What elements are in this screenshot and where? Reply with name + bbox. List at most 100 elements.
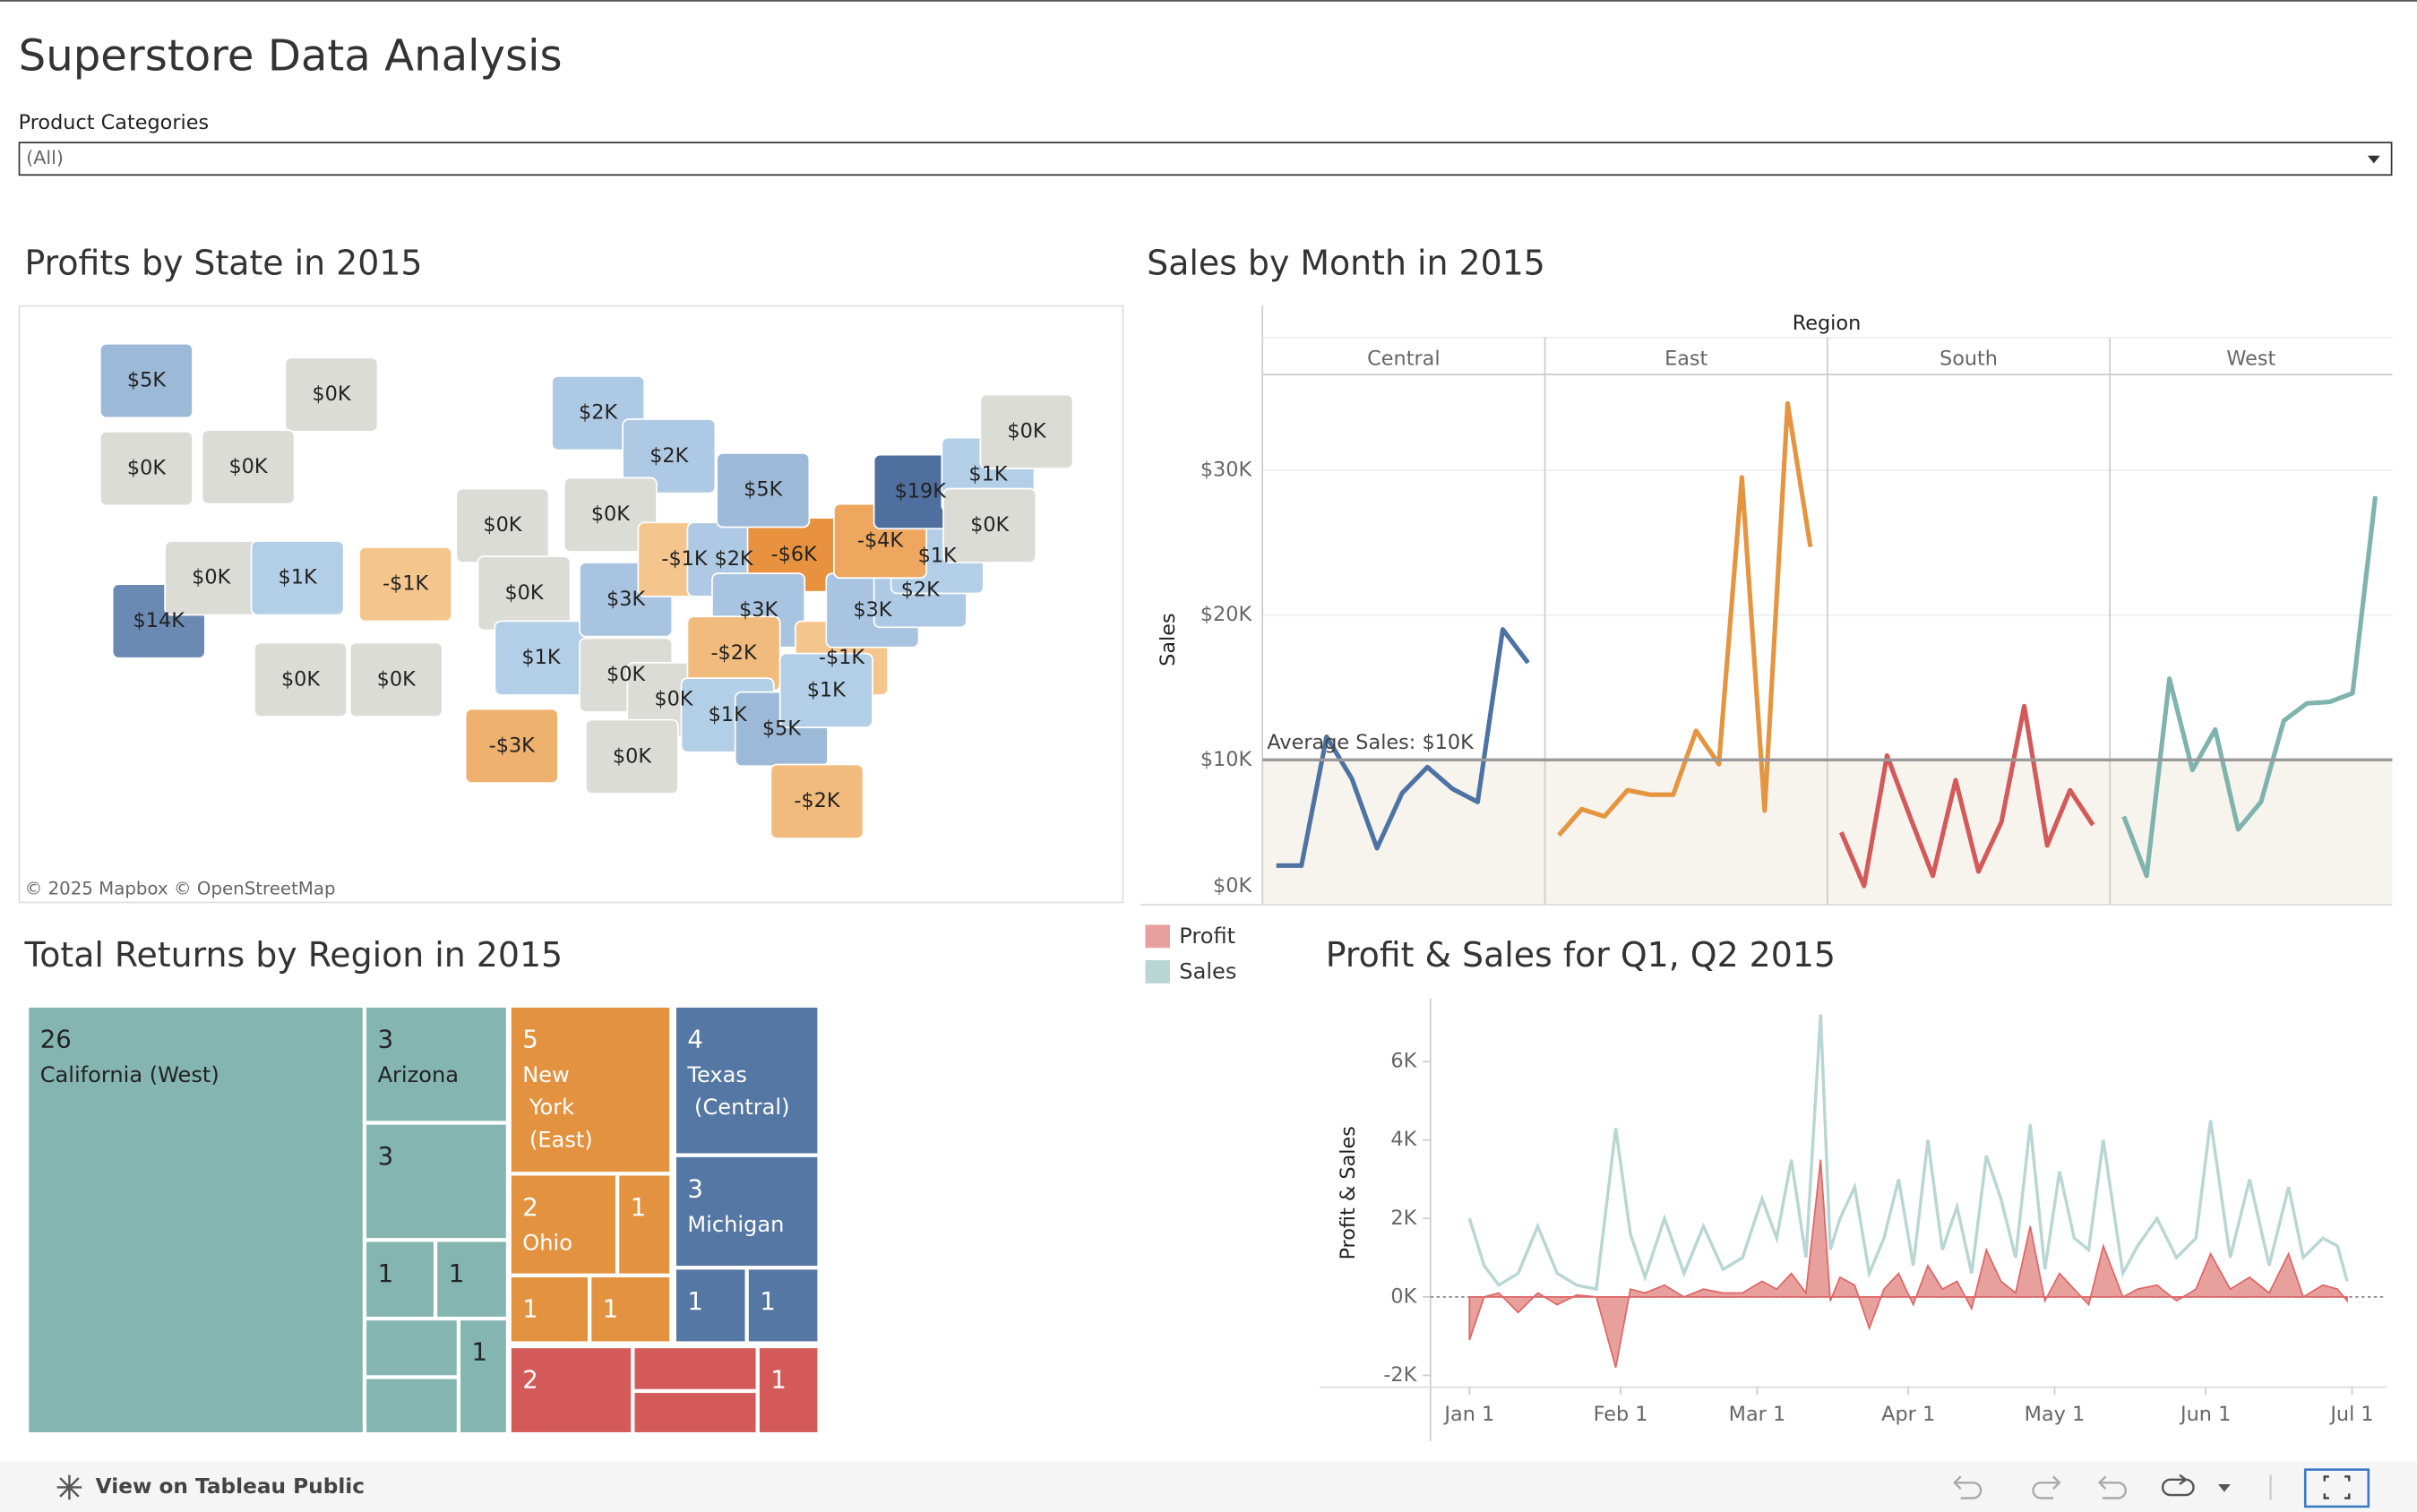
tile bbox=[509, 1173, 618, 1276]
x-tick-label: May 1 bbox=[2025, 1403, 2086, 1426]
state-label: $0K bbox=[591, 503, 631, 526]
undo-button[interactable] bbox=[1953, 1475, 1983, 1499]
x-tick-label: Jul 1 bbox=[2328, 1403, 2373, 1426]
panel-label: Central bbox=[1367, 347, 1440, 370]
state bbox=[979, 393, 1074, 469]
state-label: $0K bbox=[483, 513, 522, 537]
state-label: $0K bbox=[127, 457, 167, 480]
tableau-link[interactable]: View on Tableau Public bbox=[96, 1474, 365, 1499]
tile-value: 3 bbox=[378, 1025, 394, 1053]
state-label: $2K bbox=[901, 579, 941, 602]
state-label: $19K bbox=[895, 479, 948, 503]
sales-line bbox=[2121, 495, 2378, 879]
state-label: $1K bbox=[709, 703, 748, 726]
tile bbox=[434, 1239, 509, 1319]
state-label: $1K bbox=[968, 462, 1008, 485]
dropdown-arrow[interactable] bbox=[2367, 155, 2380, 164]
refresh-button[interactable] bbox=[2161, 1473, 2195, 1497]
tile-value: 1 bbox=[687, 1287, 703, 1316]
tile bbox=[364, 1376, 460, 1435]
state bbox=[551, 374, 646, 451]
fullscreen-button[interactable] bbox=[2303, 1468, 2370, 1508]
state-label: $14K bbox=[133, 609, 186, 632]
more-button[interactable] bbox=[2218, 1484, 2231, 1492]
map-attribution[interactable]: © 2025 Mapbox © OpenStreetMap bbox=[25, 878, 336, 898]
x-tick-label: Apr 1 bbox=[1881, 1403, 1935, 1426]
panel-label: West bbox=[2226, 347, 2275, 370]
revert-button[interactable] bbox=[2097, 1475, 2127, 1499]
tile bbox=[589, 1275, 672, 1344]
area-title: Profit & Sales for Q1, Q2 2015 bbox=[1326, 935, 1836, 975]
state-label: -$1K bbox=[819, 646, 866, 669]
y-tick-label: $30K bbox=[1200, 458, 1253, 481]
state-label: $0K bbox=[1007, 419, 1046, 442]
sales-line bbox=[1276, 627, 1530, 868]
state-label: $0K bbox=[192, 566, 231, 589]
y-tick-label: $0K bbox=[1213, 874, 1252, 898]
state-label: $1K bbox=[279, 566, 318, 589]
tile bbox=[674, 1267, 748, 1344]
tile bbox=[26, 1005, 366, 1435]
state bbox=[250, 540, 345, 616]
tile bbox=[364, 1122, 509, 1241]
top-border bbox=[0, 0, 2417, 2]
state-label: $5K bbox=[762, 717, 802, 740]
filter-dropdown[interactable] bbox=[18, 142, 2393, 176]
tile bbox=[674, 1005, 820, 1156]
legend-label: Profit bbox=[1179, 924, 1235, 949]
tile bbox=[364, 1318, 460, 1378]
tile-value: 3 bbox=[378, 1142, 394, 1171]
state bbox=[99, 430, 194, 507]
tile-value: 1 bbox=[472, 1338, 488, 1367]
state-label: $0K bbox=[970, 513, 1010, 537]
y-axis-title: Sales bbox=[1157, 613, 1180, 666]
tile-value: 1 bbox=[760, 1287, 776, 1316]
state bbox=[464, 708, 559, 784]
state-label: -$2K bbox=[710, 641, 758, 665]
state-label: $0K bbox=[606, 663, 646, 686]
state-label: $2K bbox=[649, 444, 689, 468]
dashboard-title: Superstore Data Analysis bbox=[19, 30, 563, 81]
tile-value: 1 bbox=[603, 1295, 619, 1324]
state bbox=[942, 487, 1037, 563]
tile bbox=[674, 1155, 820, 1268]
state bbox=[358, 546, 453, 623]
state-label: $0K bbox=[312, 382, 351, 406]
state bbox=[622, 418, 717, 494]
x-tick-label: Jan 1 bbox=[1442, 1403, 1494, 1426]
state-label: $5K bbox=[127, 369, 167, 392]
redo-button[interactable] bbox=[2032, 1475, 2061, 1499]
tile bbox=[364, 1239, 436, 1319]
toolbar bbox=[1953, 1468, 2370, 1508]
tile-value: 2 bbox=[522, 1366, 538, 1395]
state-label: $3K bbox=[606, 588, 646, 611]
state-label: $0K bbox=[654, 688, 693, 711]
facet-header: Region bbox=[1793, 312, 1862, 335]
tile bbox=[364, 1005, 509, 1123]
y-tick-label: 6K bbox=[1390, 1050, 1417, 1073]
state bbox=[348, 641, 443, 717]
map-title: Profits by State in 2015 bbox=[25, 243, 423, 282]
state-label: -$6K bbox=[771, 543, 819, 566]
tile bbox=[509, 1005, 672, 1174]
tile-value: 3 bbox=[687, 1174, 703, 1203]
treemap-title: Total Returns by Region in 2015 bbox=[24, 935, 563, 975]
state bbox=[254, 641, 348, 717]
panel-label: South bbox=[1940, 347, 1998, 370]
state-label: $1K bbox=[521, 646, 561, 669]
x-tick-label: Mar 1 bbox=[1729, 1403, 1786, 1426]
state-label: $0K bbox=[377, 667, 417, 691]
state bbox=[778, 652, 873, 729]
state-label: $0K bbox=[228, 455, 268, 478]
panel-label: East bbox=[1664, 347, 1707, 370]
state-label: -$1K bbox=[661, 547, 709, 571]
line-title: Sales by Month in 2015 bbox=[1147, 243, 1545, 282]
state bbox=[284, 357, 379, 433]
state-label: $2K bbox=[579, 401, 618, 425]
state-label: $0K bbox=[613, 744, 652, 768]
filter-value[interactable]: (All) bbox=[26, 147, 64, 168]
tile-label: Arizona bbox=[378, 1062, 459, 1087]
y-tick-label: 4K bbox=[1390, 1128, 1417, 1151]
tile bbox=[458, 1318, 509, 1435]
sales-line bbox=[1467, 1014, 2349, 1292]
